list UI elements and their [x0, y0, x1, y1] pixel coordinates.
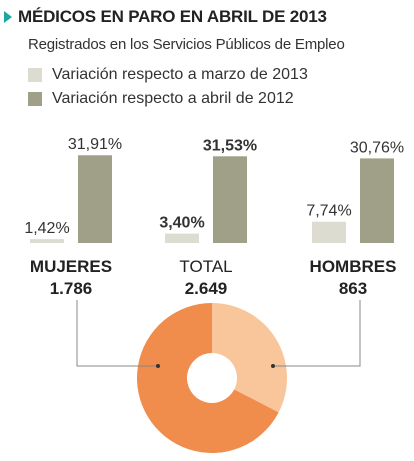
category-label-mujeres: MUJERES — [30, 257, 112, 276]
legend-item-march: Variación respecto a marzo de 2013 — [28, 64, 308, 86]
legend-label-march: Variación respecto a marzo de 2013 — [52, 66, 308, 83]
legend-swatch-april — [28, 92, 42, 106]
bar-mujeres-april — [78, 155, 112, 243]
pie-slice-hombres — [212, 303, 288, 413]
chart-title: MÉDICOS EN PARO EN ABRIL DE 2013 — [18, 7, 327, 26]
category-label-total: TOTAL — [179, 257, 232, 276]
connector-hombres — [273, 300, 361, 367]
category-count-total: 2.649 — [185, 279, 228, 298]
bar-mujeres-march — [30, 239, 64, 243]
value-label-hombres-march: 7,74% — [306, 203, 351, 220]
bar-total-april — [213, 156, 247, 243]
category-count-mujeres: 1.786 — [50, 279, 93, 298]
category-count-hombres: 863 — [339, 279, 367, 298]
connector-mujeres — [76, 300, 158, 367]
value-label-mujeres-march: 1,42% — [24, 220, 69, 237]
bar-hombres-march — [312, 221, 346, 243]
value-label-mujeres-april: 31,91% — [68, 136, 122, 153]
chart-header: MÉDICOS EN PARO EN ABRIL DE 2013 — [4, 6, 327, 28]
category-label-hombres: HOMBRES — [310, 257, 397, 276]
bar-total-march — [165, 233, 199, 243]
legend-label-april: Variación respecto a abril de 2012 — [52, 90, 294, 107]
value-label-total-march: 3,40% — [159, 215, 204, 232]
title-marker-icon — [4, 11, 12, 23]
value-label-total-april: 31,53% — [203, 137, 257, 154]
connector-dot-hombres — [271, 364, 275, 368]
chart-subtitle: Registrados en los Servicios Públicos de… — [28, 36, 345, 53]
bar-hombres-april — [360, 158, 394, 243]
pie-slice-mujeres — [137, 303, 279, 453]
legend-swatch-march — [28, 68, 42, 82]
legend-item-april: Variación respecto a abril de 2012 — [28, 88, 294, 110]
value-label-hombres-april: 30,76% — [350, 139, 404, 156]
connector-dot-mujeres — [156, 364, 160, 368]
